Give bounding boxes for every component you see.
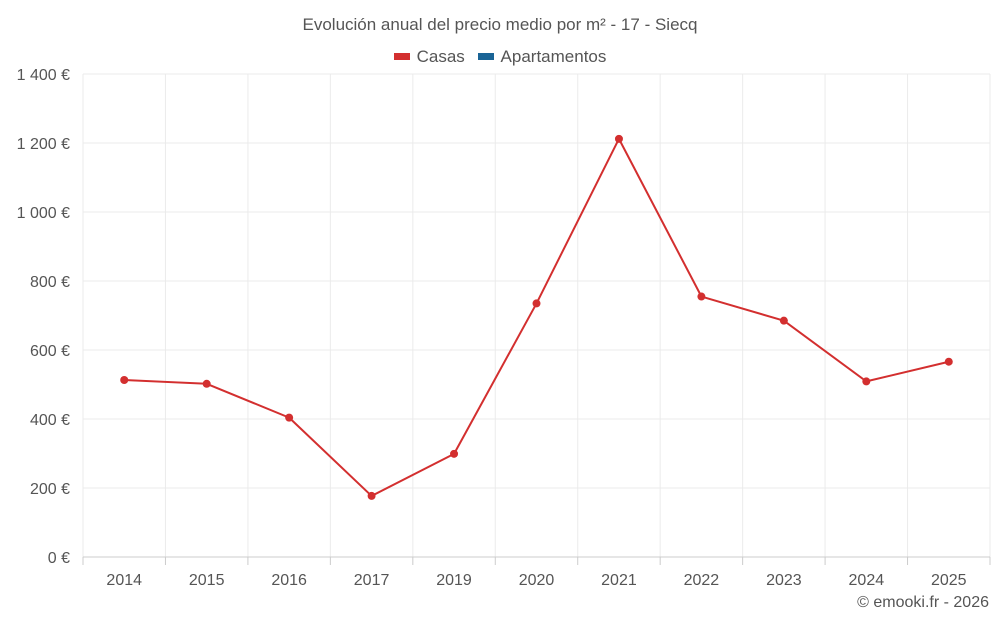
data-point [285,413,294,422]
x-tick-label: 2015 [189,572,225,589]
data-point [862,377,871,386]
legend-item-apartamentos[interactable]: Apartamentos [477,46,607,67]
y-axis-ticks: 0 € 200 € 400 € 600 € 800 € 1 000 € 1 200 € 1 4… [17,67,70,567]
legend-label-apartamentos: Apartamentos [500,46,607,66]
data-point [697,292,706,301]
legend: Casas Apartamentos [0,45,1000,67]
x-tick-label: 2021 [601,572,637,589]
legend-label-casas: Casas [416,46,465,66]
data-point [450,449,459,458]
x-tick-label: 2019 [436,572,472,589]
y-tick-label: 400 € [30,412,70,429]
x-tick-label: 2020 [519,572,555,589]
x-tick-label: 2014 [106,572,142,589]
data-point [779,316,788,325]
x-axis-ticks: 2014 2015 2016 2017 2019 2020 2021 2022 2023 2024… [82,557,991,589]
data-point [944,357,953,366]
data-point [120,376,129,385]
data-point [367,491,376,500]
x-tick-label: 2022 [684,572,720,589]
x-tick-label: 2024 [849,572,885,589]
y-tick-label: 800 € [30,274,70,291]
legend-swatch-casas [393,53,410,60]
x-tick-label: 2025 [931,572,967,589]
data-point [202,379,211,388]
x-tick-label: 2023 [766,572,802,589]
y-tick-label: 0 € [48,550,70,567]
legend-swatch-apartamentos [477,53,494,60]
data-point [532,299,541,308]
series [120,134,953,500]
credit-text: © emooki.fr - 2026 [857,594,989,611]
y-tick-label: 1 000 € [17,205,70,222]
y-tick-label: 600 € [30,343,70,360]
x-tick-label: 2016 [271,572,307,589]
legend-item-casas[interactable]: Casas [393,46,465,67]
data-point [614,134,623,143]
chart-title: Evolución anual del precio medio por m² … [302,15,698,34]
y-tick-label: 1 200 € [17,136,70,153]
y-tick-label: 200 € [30,481,70,498]
y-tick-label: 1 400 € [17,67,70,84]
x-tick-label: 2017 [354,572,390,589]
grid-lines [82,73,991,557]
